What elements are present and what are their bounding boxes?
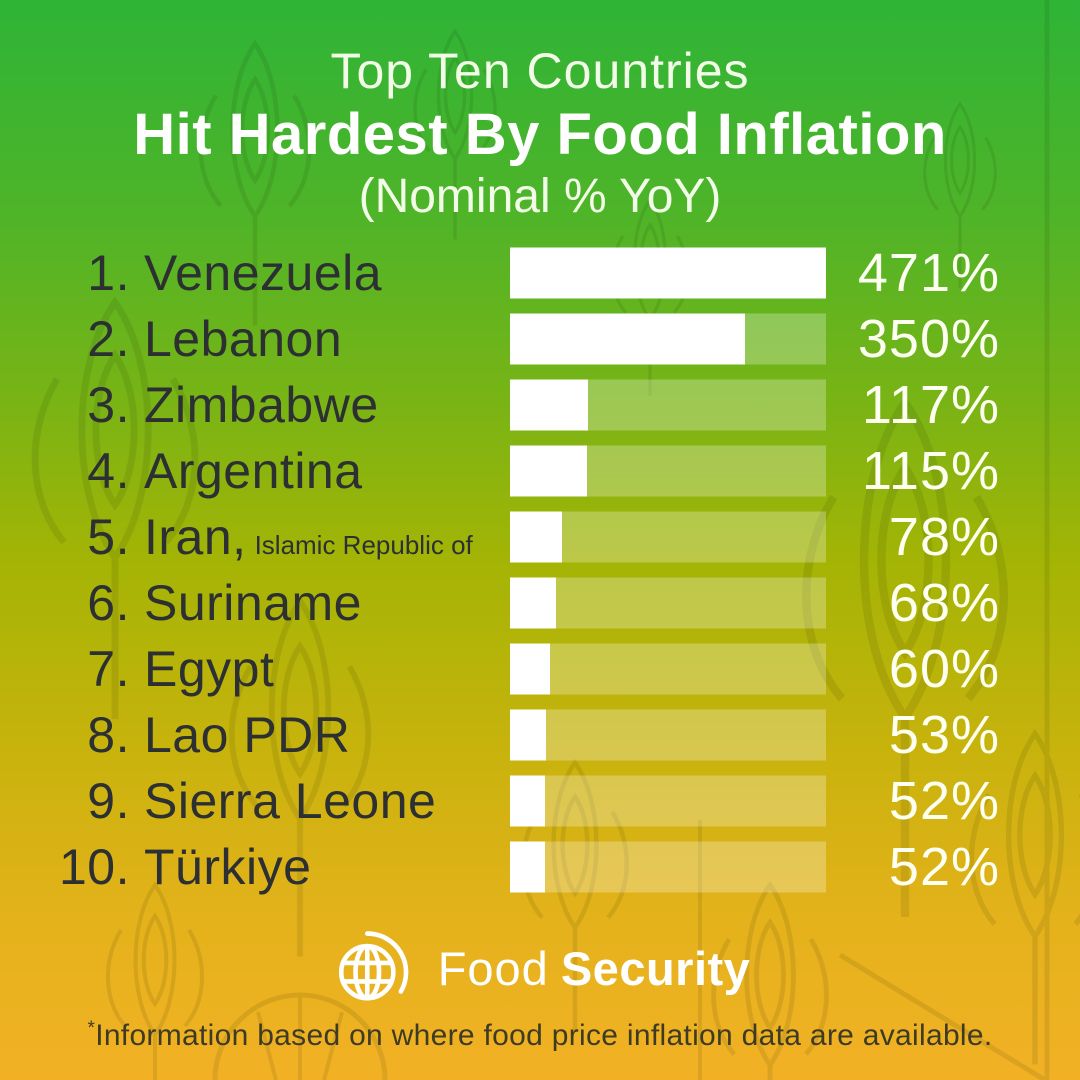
- country-name-main: Argentina: [144, 443, 363, 499]
- country-name-main: Egypt: [144, 641, 275, 697]
- bar-track: [510, 445, 826, 497]
- country-name-main: Iran,: [144, 509, 247, 565]
- country-name-main: Lebanon: [144, 311, 343, 367]
- bar-track: [510, 775, 826, 827]
- title-block: Top Ten Countries Hit Hardest By Food In…: [0, 40, 1080, 226]
- bar-fill: [510, 313, 745, 365]
- rank-label: 6.: [87, 575, 130, 631]
- bar-fill: [510, 841, 545, 893]
- bar-fill: [510, 709, 546, 761]
- bar-fill: [510, 379, 589, 431]
- country-name-main: Türkiye: [144, 839, 312, 895]
- country-row: 10. Türkiye 52%: [0, 834, 1080, 900]
- country-name-main: Zimbabwe: [144, 377, 379, 433]
- rank-label: 10.: [58, 839, 130, 895]
- value-label: 68%: [888, 573, 1000, 633]
- rank-label: 5.: [87, 509, 130, 565]
- value-label: 78%: [888, 507, 1000, 567]
- brand-word-food: Food: [437, 941, 549, 995]
- value-label: 53%: [888, 705, 1000, 765]
- bar-track: [510, 709, 826, 761]
- country-row: 6. Suriname 68%: [0, 570, 1080, 636]
- footnote-asterisk: *: [87, 1018, 96, 1039]
- bar-fill: [510, 643, 551, 695]
- brand-row: Food Security: [0, 926, 1080, 1010]
- country-name-main: Sierra Leone: [144, 773, 437, 829]
- country-name-main: Lao PDR: [144, 707, 351, 763]
- country-row: 9. Sierra Leone 52%: [0, 768, 1080, 834]
- country-name: Lao PDR: [144, 706, 358, 764]
- title-line1: Top Ten Countries: [330, 43, 750, 99]
- brand-word-security: Security: [560, 941, 751, 995]
- country-row: 8. Lao PDR 53%: [0, 702, 1080, 768]
- value-label: 52%: [888, 837, 1000, 897]
- bar-fill: [510, 577, 556, 629]
- country-name: Iran, Islamic Republic of: [144, 508, 473, 566]
- title-line2: Hit Hardest By Food Inflation: [133, 102, 947, 167]
- country-name: Türkiye: [144, 838, 319, 896]
- bar-track: [510, 511, 826, 563]
- country-row: 7. Egypt 60%: [0, 636, 1080, 702]
- bar-track: [510, 313, 826, 365]
- country-row: 1. Venezuela 471%: [0, 240, 1080, 306]
- bar-fill: [510, 775, 545, 827]
- bar-track: [510, 379, 826, 431]
- value-label: 115%: [861, 441, 1000, 501]
- bar-track: [510, 577, 826, 629]
- rank-label: 1.: [87, 245, 130, 301]
- footnote-text: Information based on where food price in…: [95, 1019, 993, 1052]
- country-name: Egypt: [144, 640, 282, 698]
- footnote: *Information based on where food price i…: [0, 1018, 1080, 1053]
- country-name-main: Venezuela: [144, 245, 383, 301]
- rank-label: 7.: [87, 641, 130, 697]
- rank-label: 9.: [87, 773, 130, 829]
- country-name: Lebanon: [144, 310, 350, 368]
- bar-chart: 1. Venezuela 471% 2. Lebanon 350% 3. Zim…: [0, 240, 1080, 900]
- country-name: Suriname: [144, 574, 370, 632]
- value-label: 350%: [857, 309, 1000, 369]
- bar-track: [510, 841, 826, 893]
- country-name-detail: Islamic Republic of: [254, 530, 473, 560]
- country-name: Sierra Leone: [144, 772, 444, 830]
- bar-fill: [510, 511, 563, 563]
- bar-track: [510, 247, 826, 299]
- rank-label: 3.: [87, 377, 130, 433]
- country-row: 2. Lebanon 350%: [0, 306, 1080, 372]
- country-name: Argentina: [144, 442, 371, 500]
- rank-label: 8.: [87, 707, 130, 763]
- country-name: Venezuela: [144, 244, 390, 302]
- country-name-main: Suriname: [144, 575, 362, 631]
- bar-fill: [510, 247, 826, 299]
- value-label: 52%: [888, 771, 1000, 831]
- country-row: 3. Zimbabwe 117%: [0, 372, 1080, 438]
- rank-label: 4.: [87, 443, 130, 499]
- country-name: Zimbabwe: [144, 376, 387, 434]
- title-subtitle: (Nominal % YoY): [358, 170, 722, 223]
- globe-icon: [338, 931, 409, 1001]
- country-row: 4. Argentina 115%: [0, 438, 1080, 504]
- value-label: 117%: [861, 375, 1000, 435]
- rank-label: 2.: [87, 311, 130, 367]
- brand-text: Food Security: [438, 941, 751, 996]
- value-label: 60%: [888, 639, 1000, 699]
- value-label: 471%: [857, 243, 1000, 303]
- bar-fill: [510, 445, 588, 497]
- country-row: 5. Iran, Islamic Republic of 78%: [0, 504, 1080, 570]
- bar-track: [510, 643, 826, 695]
